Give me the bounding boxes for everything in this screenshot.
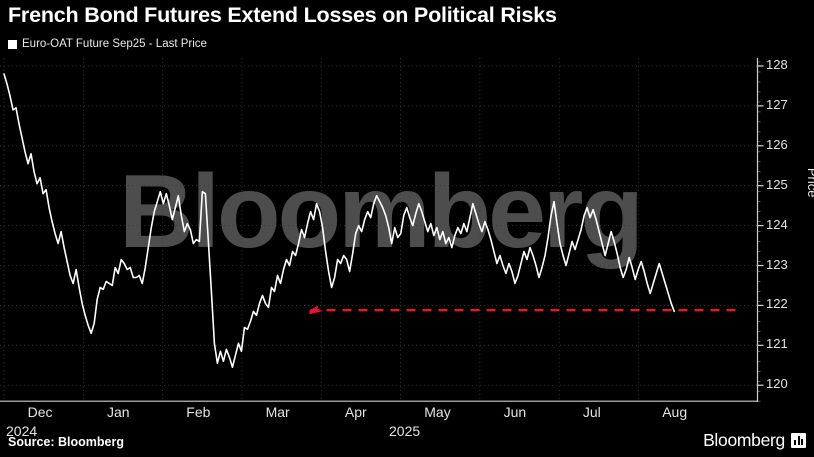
x-tick-label: Feb xyxy=(186,404,211,420)
y-tick-label: 123 xyxy=(766,256,788,272)
y-axis-title: Price xyxy=(805,167,814,198)
annotation-dashed-line xyxy=(309,305,743,315)
y-tick-label: 120 xyxy=(766,376,788,392)
x-tick-label: Apr xyxy=(344,404,367,420)
y-tick-label: 122 xyxy=(766,296,788,312)
grid-lines xyxy=(0,58,758,402)
legend-label: Euro-OAT Future Sep25 - Last Price xyxy=(22,38,207,50)
source-note: Source: Bloomberg xyxy=(8,435,124,449)
chart-legend: Euro-OAT Future Sep25 - Last Price xyxy=(8,38,207,50)
bloomberg-terminal-icon xyxy=(791,433,806,448)
y-tick-label: 126 xyxy=(766,136,788,152)
brand-text: Bloomberg xyxy=(703,430,785,450)
annotation-arrow-icon xyxy=(309,305,324,315)
x-tick-label: Dec xyxy=(27,404,53,420)
y-tick-label: 124 xyxy=(766,216,788,232)
plot-area xyxy=(0,58,814,402)
axis-ticks xyxy=(757,61,764,402)
x-tick-label: Jul xyxy=(582,404,601,420)
legend-swatch-icon xyxy=(8,39,17,49)
chart-title: French Bond Futures Extend Losses on Pol… xyxy=(8,3,557,27)
bloomberg-brand: Bloomberg xyxy=(703,430,806,451)
x-tick-label: May xyxy=(424,404,451,420)
y-tick-label: 125 xyxy=(766,176,788,192)
y-tick-label: 128 xyxy=(766,56,788,72)
plot-svg xyxy=(0,58,764,402)
x-tick-label: Aug xyxy=(662,404,688,420)
x-tick-label: Jun xyxy=(503,404,527,420)
y-tick-label: 121 xyxy=(766,336,788,352)
x-tick-label: Jan xyxy=(106,404,130,420)
series-line-euro-oat xyxy=(3,73,676,369)
x-axis-year-2024: 2024 xyxy=(6,423,38,439)
x-axis-year-2025: 2025 xyxy=(389,423,421,439)
y-tick-label: 127 xyxy=(766,96,788,112)
x-tick-label: Mar xyxy=(265,404,290,420)
